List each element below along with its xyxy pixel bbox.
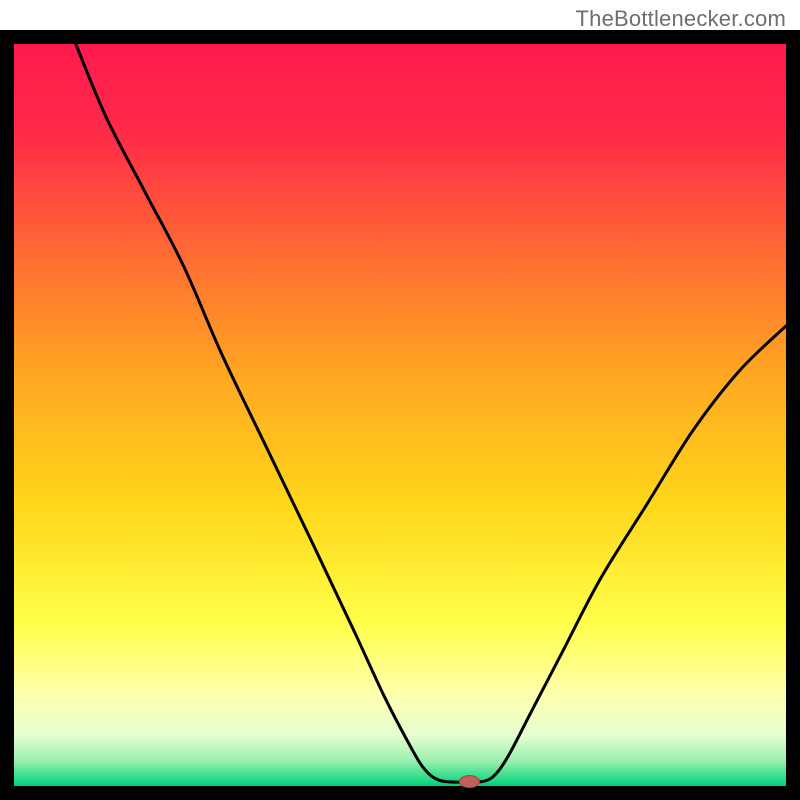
border-right [786,30,800,800]
chart-background [14,44,786,786]
border-top [0,30,800,44]
bottleneck-chart [0,0,800,800]
border-bottom [0,786,800,800]
watermark-text: TheBottlenecker.com [576,6,786,32]
optimal-point-marker [459,776,479,788]
chart-frame: TheBottlenecker.com [0,0,800,800]
border-left [0,30,14,800]
